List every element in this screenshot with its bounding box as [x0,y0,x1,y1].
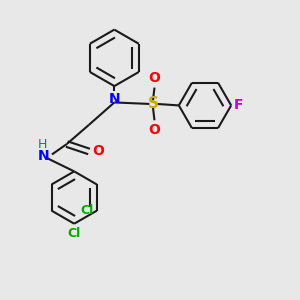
Text: N: N [37,149,49,163]
Text: Cl: Cl [81,204,94,217]
Text: S: S [148,96,158,111]
Text: Cl: Cl [68,227,81,240]
Text: O: O [92,145,104,158]
Text: O: O [148,70,160,85]
Text: H: H [38,138,47,151]
Text: O: O [148,123,160,137]
Text: F: F [234,98,244,112]
Text: N: N [109,92,120,106]
